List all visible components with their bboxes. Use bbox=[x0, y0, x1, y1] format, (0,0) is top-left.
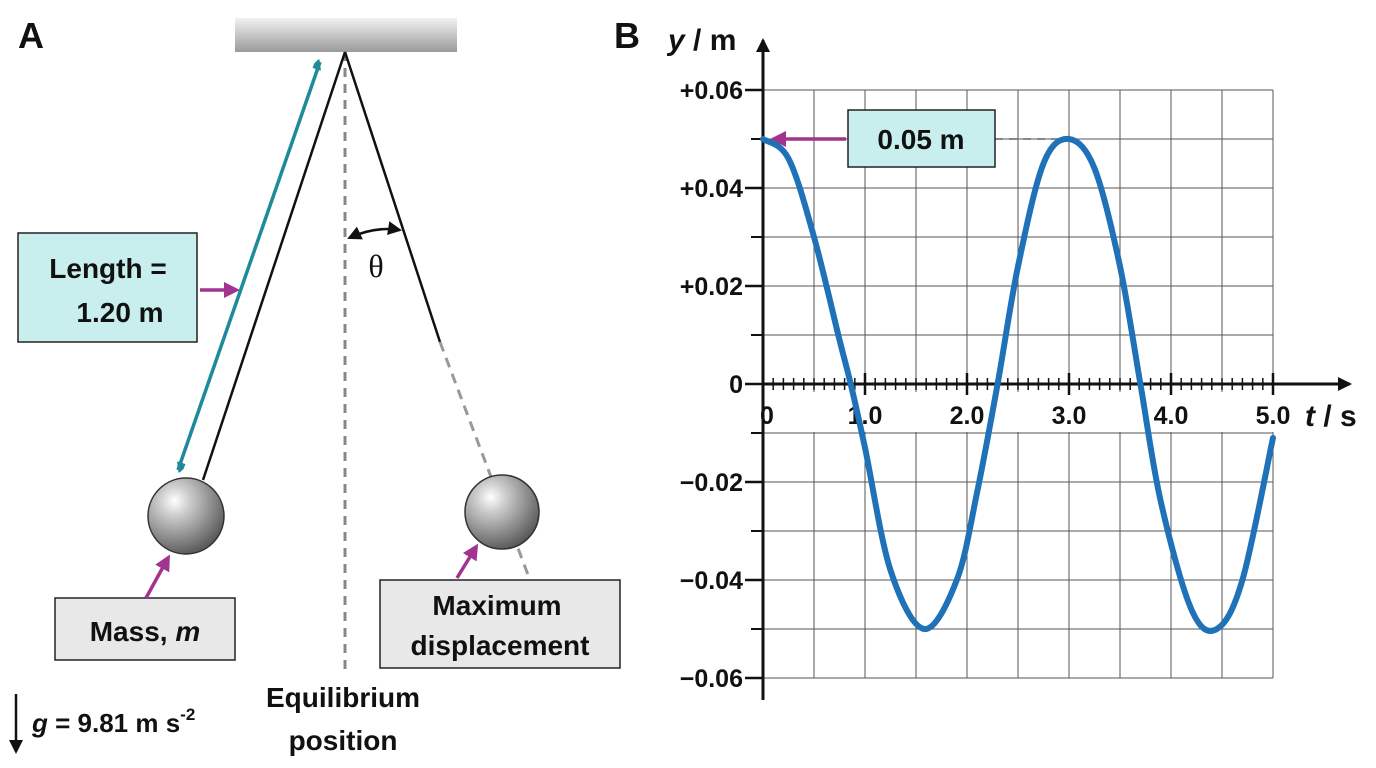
length-label: Length = bbox=[49, 253, 166, 284]
y-tick-label: +0.06 bbox=[680, 77, 743, 105]
x-tick-label: 3.0 bbox=[1052, 402, 1087, 430]
bob bbox=[147, 477, 225, 555]
g-text: = 9.81 m s bbox=[48, 708, 180, 738]
g-symbol: g bbox=[31, 708, 48, 738]
length-label: 1.20 m bbox=[76, 297, 163, 328]
x-tick-label: 4.0 bbox=[1154, 402, 1189, 430]
bob bbox=[464, 474, 540, 550]
y-tick-label: −0.04 bbox=[680, 567, 743, 595]
max-label: Maximum bbox=[432, 590, 561, 621]
pointer-arrow bbox=[144, 554, 170, 599]
mass-label: Mass, m bbox=[90, 616, 201, 647]
gravity-label: g = 9.81 m s-2 bbox=[31, 705, 195, 738]
panel-label: B bbox=[614, 15, 640, 56]
mass-text: Mass, bbox=[90, 616, 176, 647]
x-axis-label: t / s bbox=[1305, 400, 1357, 433]
y-symbol: y bbox=[666, 24, 686, 57]
equilibrium-label: position bbox=[289, 725, 398, 756]
x-tick-label: 0 bbox=[760, 402, 774, 430]
pointer-arrow bbox=[455, 543, 479, 579]
annotation-box bbox=[847, 109, 996, 168]
g-exponent: -2 bbox=[180, 705, 195, 724]
string bbox=[201, 51, 347, 481]
panel-label: A bbox=[18, 15, 44, 56]
mass-box bbox=[54, 597, 236, 661]
label-band bbox=[761, 392, 1281, 432]
y-axis-label: y / m bbox=[666, 24, 736, 57]
length-arrow bbox=[176, 62, 322, 470]
max-label: displacement bbox=[411, 630, 590, 661]
panel-a: A θ Length = 1.20 m Mass, m Maximum disp… bbox=[9, 15, 621, 756]
equilibrium-label: Equilibrium bbox=[266, 682, 420, 713]
angle-arc bbox=[347, 221, 402, 240]
annotation-label: 0.05 m bbox=[877, 124, 964, 155]
data-line bbox=[760, 135, 1276, 634]
ceiling bbox=[235, 18, 457, 52]
length-box bbox=[17, 232, 198, 343]
y-tick-label: −0.02 bbox=[680, 469, 743, 497]
x-tick-label: 2.0 bbox=[950, 402, 985, 430]
string bbox=[343, 51, 442, 343]
panel-b: B y / m t / s 0 1.0 2.0 3.0 4.0 5.0+0.06+0.04… bbox=[614, 15, 1357, 700]
theta: θ bbox=[368, 248, 383, 284]
y-tick-label: +0.02 bbox=[680, 273, 743, 301]
max-box bbox=[379, 579, 621, 669]
x-symbol: t bbox=[1305, 400, 1317, 433]
mass-symbol: m bbox=[175, 616, 200, 647]
y-tick-label: +0.04 bbox=[680, 175, 743, 203]
x-unit: / s bbox=[1315, 400, 1357, 433]
y-tick-label: −0.06 bbox=[680, 665, 743, 693]
y-tick-label: 0 bbox=[729, 371, 743, 399]
y-unit: / m bbox=[685, 24, 737, 57]
x-tick-label: 5.0 bbox=[1256, 402, 1291, 430]
